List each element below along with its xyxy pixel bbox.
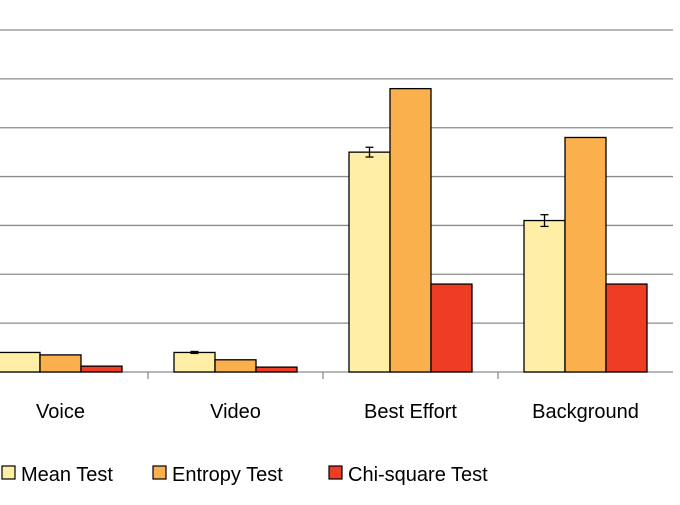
bar	[255, 366, 298, 373]
category-labels: Voice Video Best Effort Background	[36, 401, 639, 423]
category-label: Background	[532, 401, 639, 423]
bar	[173, 351, 216, 373]
bar	[605, 283, 648, 373]
bar	[389, 87, 432, 373]
bar	[80, 365, 123, 373]
x-axis	[0, 371, 673, 379]
bar	[214, 359, 257, 373]
bar	[523, 219, 566, 373]
category-label: Video	[210, 401, 261, 423]
legend-label: Mean Test	[21, 464, 113, 486]
legend-swatch	[328, 465, 343, 480]
bar	[430, 283, 473, 373]
legend-label: Entropy Test	[172, 464, 283, 486]
bars	[0, 87, 648, 373]
bar	[348, 151, 391, 373]
bar	[0, 351, 41, 373]
category-label: Best Effort	[364, 401, 457, 423]
legend-swatch	[152, 465, 167, 480]
bar	[564, 136, 607, 373]
category-label: Voice	[36, 401, 85, 423]
legend: Mean Test Entropy Test Chi-square Test	[1, 464, 488, 486]
gridlines	[0, 29, 673, 324]
bar	[39, 354, 82, 373]
legend-swatch	[1, 465, 16, 480]
legend-label: Chi-square Test	[348, 464, 488, 486]
